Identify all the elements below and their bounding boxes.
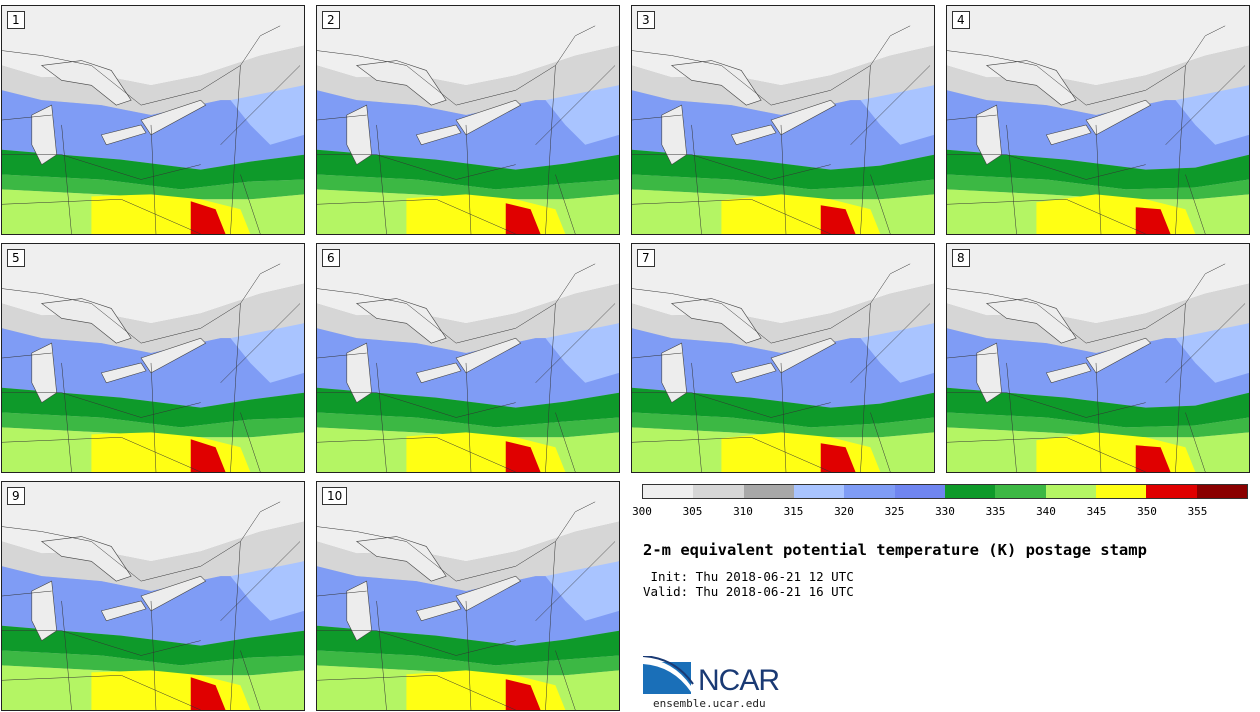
panel-number: 6 <box>322 249 340 267</box>
colorbar-segment <box>643 485 694 498</box>
colorbar-tick-label: 315 <box>783 505 804 518</box>
logo-url: ensemble.ucar.edu <box>653 697 766 710</box>
panel-number: 10 <box>322 487 348 505</box>
colorbar-segment <box>743 485 794 498</box>
plot-title: 2-m equivalent potential temperature (K)… <box>643 541 1147 559</box>
map-panel-7: 7 <box>631 243 935 473</box>
map-panel-3: 3 <box>631 5 935 235</box>
colorbar-segment <box>693 485 744 498</box>
theta-e-map <box>947 6 1249 234</box>
panel-number: 5 <box>7 249 25 267</box>
init-time: Init: Thu 2018-06-21 12 UTC <box>643 569 854 584</box>
map-panel-1: 1 <box>1 5 305 235</box>
colorbar-segment <box>1045 485 1096 498</box>
theta-e-map <box>947 244 1249 472</box>
colorbar-tick-label: 305 <box>682 505 703 518</box>
map-panel-6: 6 <box>316 243 620 473</box>
colorbar-tick-label: 355 <box>1187 505 1208 518</box>
colorbar-segment <box>944 485 996 498</box>
colorbar-tick-label: 310 <box>733 505 753 518</box>
theta-e-map <box>2 6 304 234</box>
theta-e-map <box>317 244 619 472</box>
colorbar-segment <box>894 485 945 498</box>
map-panel-8: 8 <box>946 243 1250 473</box>
panel-number: 3 <box>637 11 655 29</box>
colorbar-tick-label: 335 <box>985 505 1006 518</box>
colorbar-segment <box>844 485 895 498</box>
panel-number: 1 <box>7 11 25 29</box>
colorbar-tick-label: 350 <box>1137 505 1157 518</box>
colorbar-tick-label: 300 <box>632 505 652 518</box>
panel-number: 7 <box>637 249 655 267</box>
theta-e-map <box>2 244 304 472</box>
panel-number: 4 <box>952 11 970 29</box>
valid-time: Valid: Thu 2018-06-21 16 UTC <box>643 584 854 599</box>
colorbar <box>642 484 1248 499</box>
panel-number: 9 <box>7 487 25 505</box>
colorbar-tick-label: 345 <box>1086 505 1107 518</box>
logo-name: NCAR <box>698 664 780 697</box>
colorbar-tick-label: 330 <box>935 505 955 518</box>
theta-e-map <box>2 482 304 710</box>
map-panel-5: 5 <box>1 243 305 473</box>
map-panel-2: 2 <box>316 5 620 235</box>
theta-e-map <box>632 244 934 472</box>
map-panel-9: 9 <box>1 481 305 711</box>
ncar-logo-icon <box>643 656 694 694</box>
colorbar-segment <box>1196 485 1247 498</box>
colorbar-segment <box>1095 485 1147 498</box>
colorbar-segment <box>793 485 845 498</box>
theta-e-map <box>317 482 619 710</box>
colorbar-segment <box>1146 485 1197 498</box>
panel-number: 8 <box>952 249 970 267</box>
map-panel-4: 4 <box>946 5 1250 235</box>
colorbar-tick-label: 340 <box>1036 505 1056 518</box>
colorbar-tick-label: 320 <box>834 505 854 518</box>
theta-e-map <box>317 6 619 234</box>
theta-e-map <box>632 6 934 234</box>
colorbar-segment <box>995 485 1046 498</box>
colorbar-ticks: 300 305 310 315 320 325 330 335 340 345 350 355 <box>632 505 1248 519</box>
map-panel-10: 10 <box>316 481 620 711</box>
panel-number: 2 <box>322 11 340 29</box>
colorbar-tick-label: 325 <box>884 505 905 518</box>
